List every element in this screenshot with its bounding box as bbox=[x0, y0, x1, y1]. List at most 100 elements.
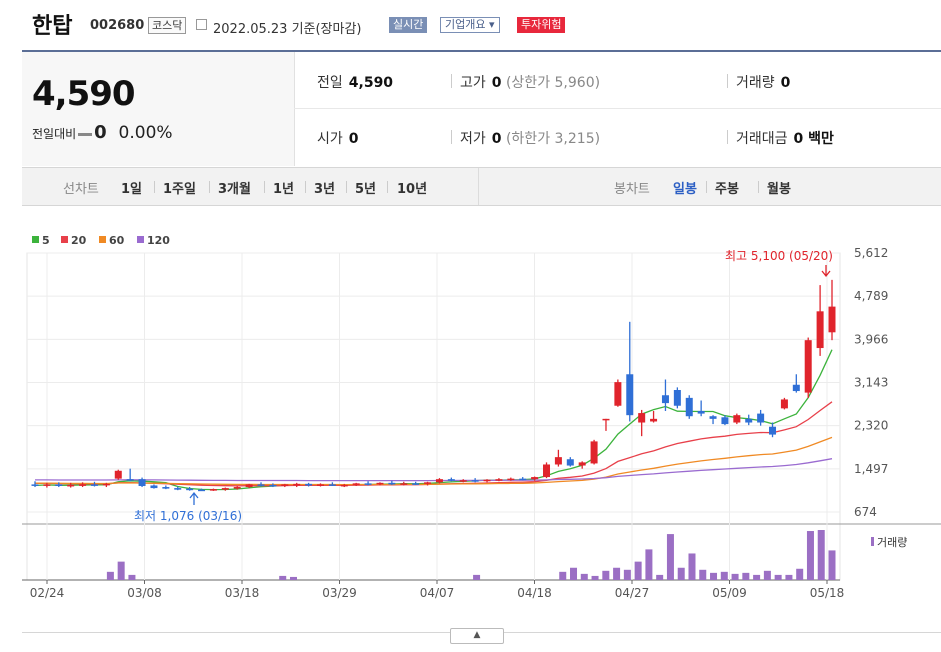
candle-body bbox=[412, 483, 420, 485]
candle-monthly[interactable]: 월봉 bbox=[767, 182, 791, 197]
candle-body bbox=[459, 480, 467, 482]
divider bbox=[346, 181, 347, 193]
divider bbox=[154, 181, 155, 193]
candle-body bbox=[340, 484, 348, 487]
candle bbox=[769, 422, 777, 438]
candle-body bbox=[495, 479, 503, 481]
high-arrow-icon bbox=[821, 265, 831, 278]
candle bbox=[757, 409, 765, 426]
candle bbox=[150, 484, 158, 489]
period-10y[interactable]: 10년 bbox=[397, 182, 428, 197]
ma-line-20 bbox=[34, 401, 833, 487]
candle-body bbox=[566, 459, 574, 466]
volume-bar bbox=[785, 574, 793, 580]
volume-bar bbox=[688, 553, 696, 580]
realtime-button[interactable]: 실시간 bbox=[389, 17, 428, 33]
candle-body bbox=[471, 480, 479, 482]
price-chart[interactable]: 5 20 60 120 5,612 4,789 3,966 3,143 2,320 1,497 6… bbox=[0, 206, 941, 628]
period-1y[interactable]: 1년 bbox=[273, 182, 295, 197]
candle-body bbox=[507, 478, 515, 481]
candle-weekly[interactable]: 주봉 bbox=[715, 182, 739, 197]
candle bbox=[316, 483, 324, 487]
volume-bar bbox=[677, 567, 685, 580]
candle-body bbox=[114, 470, 122, 479]
volume-bar bbox=[645, 549, 653, 580]
y-tick-label: 674 bbox=[854, 505, 877, 519]
candle-body bbox=[352, 483, 360, 485]
candle-body bbox=[221, 488, 229, 490]
candle-body bbox=[543, 464, 551, 478]
volume-bar bbox=[602, 570, 610, 580]
candle-body bbox=[816, 311, 824, 349]
candle-body bbox=[745, 418, 753, 423]
candle bbox=[483, 479, 491, 483]
candle-body bbox=[531, 477, 539, 480]
ma-line-60 bbox=[35, 436, 833, 486]
stock-code: 002680 bbox=[90, 18, 145, 33]
candle-body bbox=[757, 413, 765, 423]
risk-badge[interactable]: 투자위험 bbox=[517, 17, 566, 33]
y-tick-label: 4,789 bbox=[854, 289, 888, 303]
volume-bar bbox=[613, 567, 621, 580]
candle bbox=[626, 321, 634, 422]
candle bbox=[245, 483, 253, 489]
period-3m[interactable]: 3개월 bbox=[218, 182, 251, 197]
candle bbox=[221, 487, 229, 491]
legend-swatch bbox=[32, 236, 39, 243]
period-1d[interactable]: 1일 bbox=[121, 182, 143, 197]
volume-bar bbox=[559, 571, 567, 580]
candle bbox=[780, 397, 788, 410]
candle bbox=[721, 415, 729, 426]
prev-label: 전일 bbox=[317, 75, 343, 91]
candle bbox=[554, 449, 562, 467]
candle bbox=[828, 279, 836, 341]
high-price: 고가 0 (상한가 5,960) bbox=[460, 72, 600, 92]
legend-label: 5 bbox=[42, 234, 50, 247]
candle-daily[interactable]: 일봉 bbox=[673, 182, 697, 197]
volume-bar bbox=[720, 571, 728, 580]
candle-body bbox=[447, 479, 455, 481]
price-change: 전일대비 0 0.00% bbox=[32, 122, 173, 143]
change-percent: 0.00% bbox=[118, 123, 173, 143]
candle bbox=[519, 477, 527, 481]
x-tick-label: 04/27 bbox=[615, 586, 650, 600]
candle-body bbox=[233, 487, 241, 489]
candle-body bbox=[614, 382, 622, 406]
candle bbox=[650, 410, 658, 423]
candle-body bbox=[483, 479, 491, 482]
candle bbox=[257, 482, 265, 487]
upper-limit: (상한가 5,960) bbox=[505, 75, 601, 91]
chart-toolbar: 선차트 1일 1주일 3개월 1년 3년 5년 10년 봉차트 일봉 주봉 월봉 bbox=[22, 168, 941, 206]
period-5y[interactable]: 5년 bbox=[355, 182, 377, 197]
volume-bar bbox=[289, 576, 297, 580]
candle bbox=[376, 482, 384, 486]
period-3y[interactable]: 3년 bbox=[314, 182, 336, 197]
legend-label: 120 bbox=[147, 234, 170, 247]
candle bbox=[685, 395, 693, 419]
volume-bar bbox=[634, 561, 642, 580]
x-tick-label: 03/18 bbox=[225, 586, 260, 600]
candle bbox=[638, 409, 646, 437]
volume: 거래량 0 bbox=[736, 72, 790, 92]
candle-body bbox=[733, 415, 741, 423]
candle-body bbox=[209, 489, 217, 491]
candle-body bbox=[55, 484, 63, 486]
candle bbox=[471, 478, 479, 483]
candle bbox=[186, 487, 194, 491]
candle bbox=[269, 483, 277, 488]
candle bbox=[233, 486, 241, 490]
volume-bar bbox=[742, 572, 750, 580]
candle bbox=[198, 488, 206, 492]
low-price: 저가 0 (하한가 3,215) bbox=[460, 128, 600, 148]
company-info-dropdown[interactable]: 기업개요 ▾ bbox=[440, 17, 500, 33]
candle bbox=[697, 400, 705, 417]
volume-label: 거래량 bbox=[736, 75, 775, 91]
period-1w[interactable]: 1주일 bbox=[163, 182, 196, 197]
row-divider bbox=[294, 108, 941, 109]
candle-body bbox=[792, 384, 800, 392]
low-annotation: 최저 1,076 (03/16) bbox=[134, 509, 242, 523]
collapse-button[interactable]: ▲ bbox=[450, 628, 504, 644]
price-panel: 4,590 전일대비 0 0.00% bbox=[22, 52, 295, 166]
candle bbox=[733, 413, 741, 425]
candle-body bbox=[281, 484, 289, 486]
